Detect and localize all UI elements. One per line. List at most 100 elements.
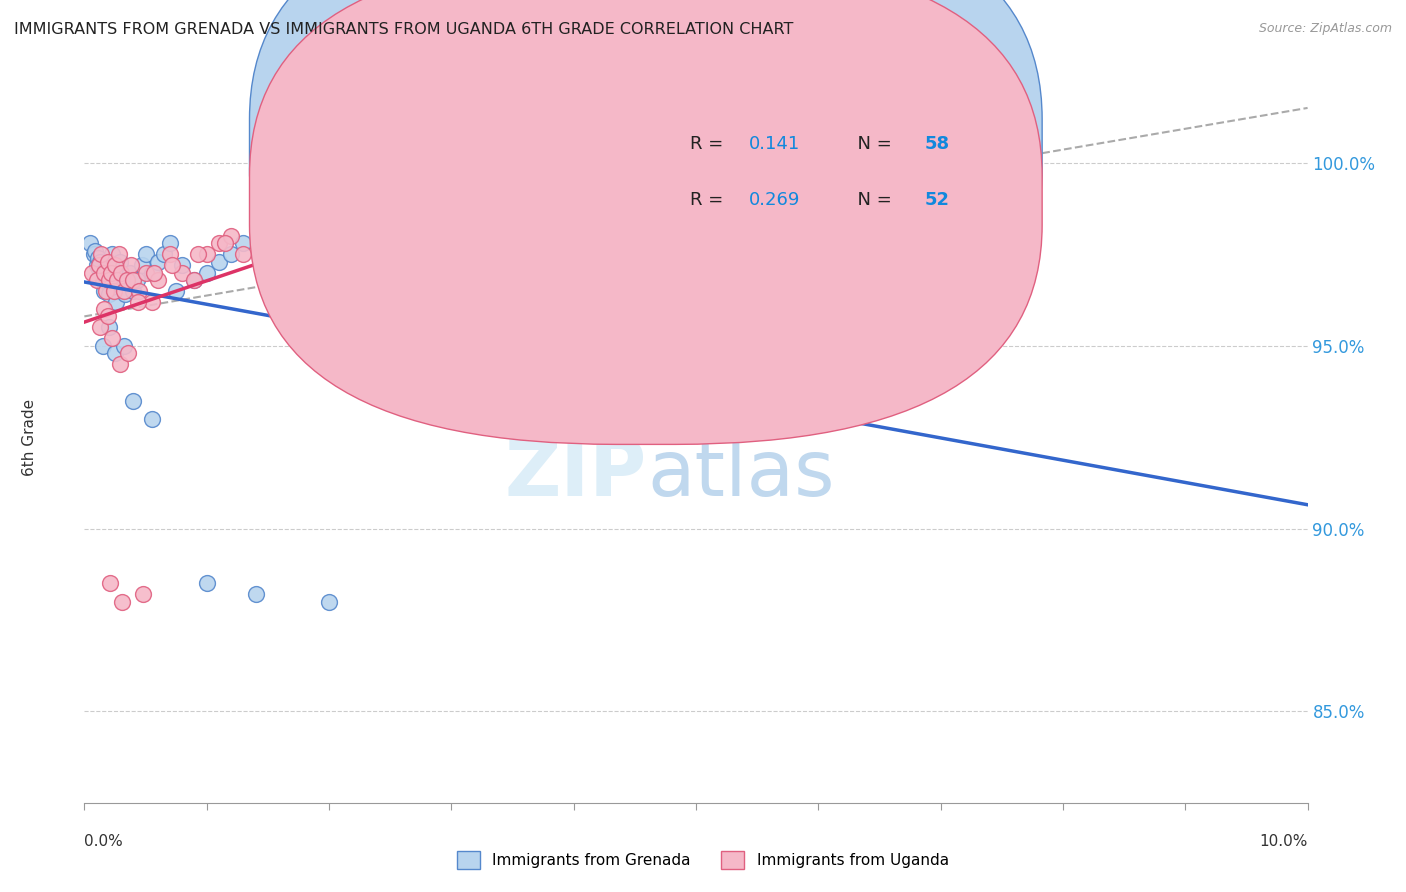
Point: [83, 247, 105, 261]
Point: [219, 247, 242, 261]
Point: [87, 261, 110, 276]
Point: [90, 266, 112, 280]
Text: N =: N =: [846, 191, 893, 209]
Point: [100, 266, 122, 280]
Text: N =: N =: [846, 135, 893, 153]
Point: [125, 273, 148, 287]
Point: [89, 320, 111, 334]
Point: [318, 229, 340, 244]
Point: [93, 266, 115, 280]
Point: [97, 254, 120, 268]
Point: [94, 269, 117, 284]
Point: [257, 247, 280, 261]
Point: [245, 587, 267, 601]
Point: [183, 273, 205, 287]
Point: [86, 273, 108, 287]
Point: [195, 576, 218, 591]
Point: [159, 247, 181, 261]
Text: atlas: atlas: [647, 435, 835, 512]
Point: [104, 284, 127, 298]
Point: [330, 247, 353, 261]
Point: [208, 236, 231, 251]
Point: [91, 273, 114, 287]
Point: [107, 266, 129, 280]
Point: [93, 284, 115, 298]
Point: [101, 247, 124, 261]
Point: [122, 393, 145, 408]
Point: [165, 284, 187, 298]
Point: [96, 261, 118, 276]
Point: [111, 594, 134, 608]
Point: [143, 266, 166, 280]
Point: [107, 247, 129, 261]
Point: [79, 236, 101, 251]
Text: 58: 58: [925, 135, 950, 153]
Point: [86, 258, 108, 272]
Point: [287, 266, 309, 280]
Point: [98, 576, 121, 591]
Point: [115, 273, 138, 287]
Point: [132, 587, 155, 601]
Point: [104, 258, 127, 272]
Point: [153, 247, 176, 261]
Point: [232, 247, 254, 261]
Point: [380, 145, 402, 159]
Point: [214, 236, 236, 251]
Point: [257, 266, 280, 280]
Point: [281, 266, 304, 280]
Point: [135, 266, 157, 280]
Point: [90, 247, 112, 261]
Text: 6th Grade: 6th Grade: [22, 399, 37, 475]
Point: [97, 310, 120, 324]
Point: [122, 284, 145, 298]
Point: [100, 258, 122, 272]
Point: [96, 284, 118, 298]
Point: [219, 229, 242, 244]
Text: 0.269: 0.269: [748, 191, 800, 209]
Point: [91, 339, 114, 353]
Point: [118, 266, 141, 280]
Point: [97, 277, 120, 291]
FancyBboxPatch shape: [249, 0, 1042, 388]
Point: [183, 273, 205, 287]
Legend: Immigrants from Grenada, Immigrants from Uganda: Immigrants from Grenada, Immigrants from…: [451, 845, 955, 875]
Point: [103, 266, 125, 280]
Point: [195, 247, 218, 261]
Point: [110, 269, 132, 284]
Point: [110, 266, 132, 280]
Point: [208, 254, 231, 268]
Point: [117, 346, 139, 360]
Text: 10.0%: 10.0%: [1260, 834, 1308, 849]
Point: [187, 247, 209, 261]
Point: [159, 236, 181, 251]
Text: Source: ZipAtlas.com: Source: ZipAtlas.com: [1258, 22, 1392, 36]
Point: [349, 247, 371, 261]
FancyBboxPatch shape: [592, 104, 990, 240]
Point: [87, 251, 110, 265]
Point: [97, 273, 120, 287]
Point: [440, 211, 463, 225]
Text: R =: R =: [690, 191, 728, 209]
Point: [98, 273, 121, 287]
Point: [172, 258, 194, 272]
Point: [122, 273, 145, 287]
Point: [232, 236, 254, 251]
Point: [422, 236, 444, 251]
Point: [114, 287, 136, 301]
Point: [112, 339, 135, 353]
Point: [97, 287, 120, 301]
FancyBboxPatch shape: [249, 0, 1042, 444]
Point: [162, 258, 184, 272]
Point: [195, 266, 218, 280]
Point: [141, 294, 163, 309]
Point: [89, 254, 111, 268]
Point: [112, 284, 135, 298]
Point: [80, 266, 103, 280]
Point: [105, 294, 128, 309]
Point: [127, 294, 149, 309]
Point: [294, 247, 316, 261]
Point: [87, 258, 110, 272]
Point: [380, 229, 402, 244]
Point: [105, 273, 128, 287]
Point: [131, 258, 153, 272]
